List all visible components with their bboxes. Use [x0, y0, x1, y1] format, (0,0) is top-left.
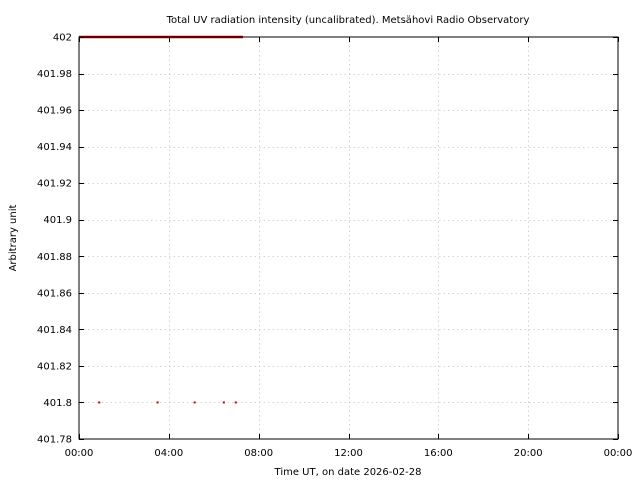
y-tick-label: 401.8 — [43, 398, 72, 409]
plot-frame — [78, 36, 619, 440]
y-tick-label: 401.78 — [37, 435, 72, 446]
x-tick-label: 04:00 — [154, 448, 183, 459]
data-point — [193, 401, 196, 404]
y-tick-label: 401.96 — [37, 106, 72, 117]
x-tick-label: 16:00 — [424, 448, 453, 459]
x-axis-label: Time UT, on date 2026-02-28 — [274, 467, 422, 478]
data-point — [234, 401, 237, 404]
y-axis-label: Arbitrary unit — [8, 205, 19, 272]
x-tick-label: 00:00 — [604, 448, 633, 459]
y-tick-label: 401.9 — [43, 215, 72, 226]
x-tick-label: 12:00 — [334, 448, 363, 459]
y-tick-label: 401.92 — [37, 179, 72, 190]
chart-title: Total UV radiation intensity (uncalibrat… — [166, 15, 530, 26]
data-point — [222, 401, 225, 404]
y-tick-label: 401.84 — [37, 325, 72, 336]
grid-lines — [79, 37, 618, 439]
y-tick-label: 401.98 — [37, 69, 72, 80]
y-tick-label: 401.94 — [37, 142, 72, 153]
data-point — [98, 401, 101, 404]
x-tick-label: 08:00 — [244, 448, 273, 459]
y-tick-label: 402 — [53, 33, 72, 44]
x-tick-label: 00:00 — [65, 448, 94, 459]
y-tick-label: 401.82 — [37, 361, 72, 372]
x-tick-label: 20:00 — [514, 448, 543, 459]
y-tick-label: 401.86 — [37, 288, 72, 299]
y-tick-label: 401.88 — [37, 252, 72, 263]
axis-ticks: 00:00 04:00 08:00 12:00 16:00 20:00 00:00 401.7… — [37, 33, 632, 460]
data-point — [156, 401, 159, 404]
